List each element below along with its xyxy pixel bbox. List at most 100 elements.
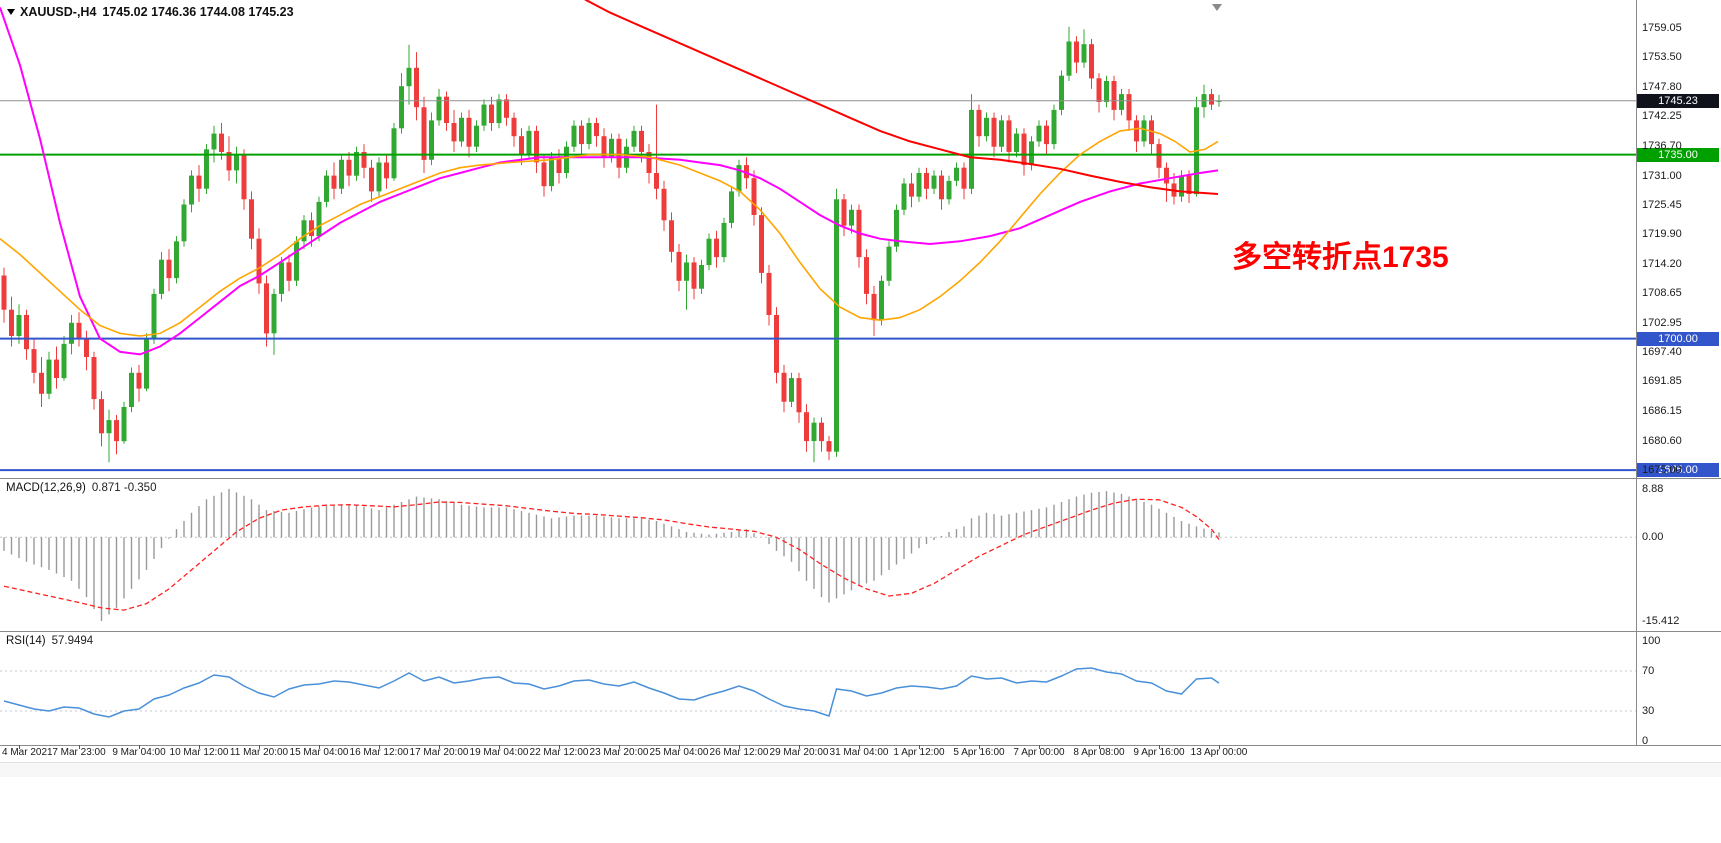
candle-body-up: [16, 315, 22, 336]
candle-body-up: [1036, 125, 1042, 142]
time-axis-label: 7 Apr 00:00: [1013, 747, 1065, 758]
candle-body-up: [834, 199, 839, 452]
price-axis-tick: 1686.15: [1642, 405, 1682, 417]
candle-body-down: [196, 175, 202, 189]
candle-body-up: [1029, 141, 1034, 166]
candle-body-down: [976, 109, 982, 137]
chart-shift-triangle-icon[interactable]: [1212, 4, 1222, 11]
candle-body-up: [586, 123, 592, 144]
time-axis-tick: [619, 745, 620, 749]
rsi-value: 57.9494: [51, 635, 94, 647]
candle-body-up: [106, 420, 112, 434]
price-axis-tick: 1702.95: [1642, 317, 1682, 329]
candle-body-down: [256, 238, 262, 284]
candle-body-up: [729, 191, 734, 223]
candle-body-down: [796, 378, 802, 413]
candle-body-down: [91, 357, 97, 400]
candle-body-down: [504, 99, 509, 118]
candle-body-up: [879, 280, 884, 321]
candle-body-up: [1179, 175, 1184, 197]
ma-magenta-line: [0, 7, 1219, 356]
time-axis-label: 23 Mar 20:00: [589, 747, 649, 758]
candle-body-up: [631, 130, 637, 147]
price-level-tag: 1735.00: [1637, 148, 1719, 162]
time-axis-tick: [1159, 745, 1160, 749]
macd-axis-tick: -15.412: [1642, 615, 1680, 627]
candle-body-up: [901, 183, 907, 210]
candle-body-down: [331, 175, 337, 189]
candle-body-down: [24, 315, 29, 350]
candle-body-up: [406, 67, 412, 87]
candle-body-down: [444, 96, 449, 123]
candle-body-up: [144, 338, 149, 389]
macd-pane[interactable]: [0, 479, 1636, 631]
price-axis-separator: [1636, 0, 1637, 745]
candle-body-up: [181, 204, 187, 242]
candle-body-down: [804, 412, 809, 442]
rsi-axis-tick: 70: [1642, 665, 1655, 677]
time-axis-label: 4 Mar 2021: [2, 747, 53, 758]
chart-text-annotation[interactable]: 多空转折点1735: [1232, 241, 1449, 274]
time-axis-tick: [679, 745, 680, 749]
candle-body-up: [549, 157, 554, 187]
candle-body-down: [1164, 167, 1169, 184]
candle-body-up: [984, 117, 989, 137]
candle-body-up: [211, 133, 217, 150]
pane-separator[interactable]: [0, 478, 1721, 479]
candle-body-up: [969, 109, 974, 189]
time-axis-label: 8 Apr 08:00: [1073, 747, 1125, 758]
pane-separator[interactable]: [0, 631, 1721, 632]
rsi-name: RSI(14): [6, 635, 46, 647]
candle-body-down: [519, 136, 524, 155]
horizontal-scrollbar[interactable]: [0, 762, 1721, 777]
rsi-axis-tick: 100: [1642, 635, 1661, 647]
candle-body-down: [766, 272, 772, 315]
candle-body-up: [931, 175, 937, 189]
candle-body-down: [309, 220, 314, 237]
candle-body-down: [1134, 120, 1139, 142]
candle-body-down: [939, 175, 944, 200]
candle-body-down: [594, 123, 599, 137]
main-chart-pane[interactable]: [0, 0, 1636, 478]
candle-body-up: [46, 359, 52, 394]
symbol-timeframe-label: XAUUSD-,H4: [20, 5, 97, 19]
candle-body-up: [324, 175, 329, 202]
candle-body-down: [489, 104, 494, 123]
candle-body-down: [541, 162, 547, 187]
candle-body-up: [474, 125, 479, 147]
candle-body-down: [871, 293, 877, 321]
candle-body-up: [1104, 81, 1109, 102]
macd-indicator-label: MACD(12,26,9) 0.871 -0.350: [6, 482, 156, 494]
time-axis-tick: [439, 745, 440, 749]
candle-body-down: [1, 275, 7, 310]
candle-body-up: [159, 259, 164, 294]
candle-body-down: [136, 372, 142, 389]
candle-body-down: [1149, 120, 1154, 145]
candle-body-down: [466, 117, 472, 147]
candle-body-up: [481, 104, 487, 126]
time-axis-label: 9 Apr 16:00: [1133, 747, 1185, 758]
time-axis-tick: [559, 745, 560, 749]
candle-body-up: [61, 343, 67, 379]
time-axis-label: 22 Mar 12:00: [529, 747, 589, 758]
candle-body-down: [226, 152, 232, 171]
time-axis-tick: [259, 745, 260, 749]
candle-body-up: [204, 149, 209, 189]
candle-body-up: [1081, 44, 1087, 63]
candle-body-down: [676, 251, 682, 281]
ma-red-line: [584, 0, 1219, 195]
candle-body-up: [151, 293, 157, 339]
candle-body-up: [571, 125, 577, 147]
price-axis-tick: 1675.00: [1642, 464, 1682, 476]
price-axis-tick: 1708.65: [1642, 287, 1682, 299]
candle-body-down: [1074, 41, 1079, 63]
candle-body-down: [54, 359, 59, 378]
candle-body-up: [436, 96, 442, 121]
candle-body-up: [894, 209, 899, 247]
candle-body-up: [999, 120, 1004, 147]
rsi-pane[interactable]: [0, 632, 1636, 745]
candle-body-down: [1089, 44, 1094, 79]
symbol-dropdown-icon[interactable]: [7, 9, 15, 15]
time-axis-tick: [1219, 745, 1220, 749]
candle-body-down: [451, 123, 457, 142]
